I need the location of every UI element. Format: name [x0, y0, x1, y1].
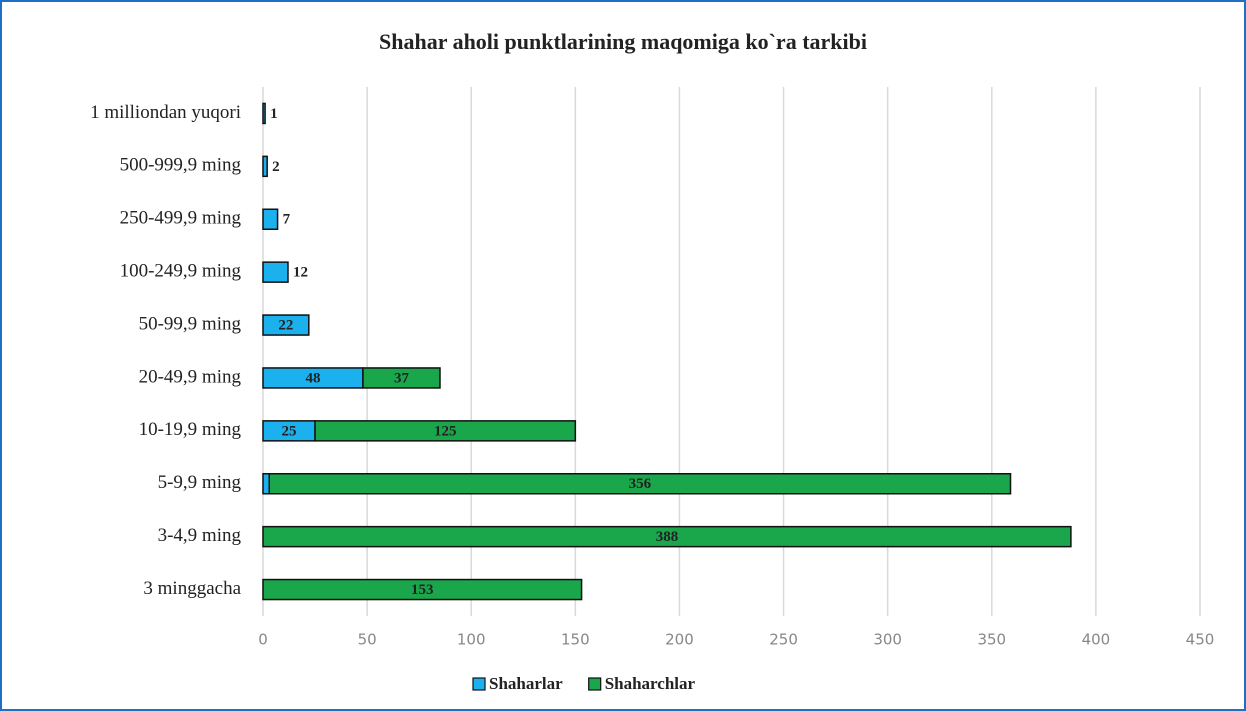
- y-tick-label: 1 milliondan yuqori: [90, 102, 241, 123]
- y-tick-label: 20-49,9 ming: [139, 366, 242, 387]
- value-label: 1: [270, 106, 278, 122]
- bar-segment: [262, 578, 583, 601]
- value-label: 2: [272, 159, 280, 175]
- x-tick-label: 100: [457, 631, 486, 649]
- y-tick-label: 500-999,9 ming: [120, 155, 242, 176]
- y-tick-label: 3 minggacha: [143, 578, 241, 599]
- value-label: 388: [656, 529, 679, 545]
- value-label: 125: [434, 423, 457, 439]
- x-tick-label: 250: [769, 631, 798, 649]
- legend-swatch: [588, 677, 602, 691]
- y-tick-label: 100-249,9 ming: [120, 261, 242, 282]
- x-tick-label: 150: [561, 631, 590, 649]
- bar-segment: [362, 367, 441, 389]
- legend-label: Shaharlar: [489, 674, 563, 693]
- y-tick-label: 250-499,9 ming: [120, 208, 242, 229]
- bar-segment: [262, 102, 266, 125]
- value-label: 356: [629, 476, 652, 492]
- value-label: 48: [305, 370, 320, 386]
- value-label: 153: [411, 582, 434, 598]
- bar-segment: [268, 473, 1012, 495]
- bar-segment: [262, 473, 270, 495]
- x-tick-label: 0: [258, 631, 268, 649]
- y-tick-label: 10-19,9 ming: [139, 419, 242, 440]
- y-tick-label: 3-4,9 ming: [158, 525, 242, 546]
- value-label: 12: [293, 265, 308, 281]
- bar-segment: [262, 155, 268, 178]
- bar-segment: [262, 261, 289, 283]
- x-tick-label: 400: [1082, 631, 1111, 649]
- y-tick-label: 50-99,9 ming: [139, 313, 242, 334]
- chart-title: Shahar aholi punktlarining maqomiga ko`r…: [379, 29, 867, 54]
- bar-segment: [262, 525, 1072, 548]
- bar-segment: [262, 314, 310, 336]
- value-label: 22: [278, 317, 293, 333]
- bar-segment: [314, 420, 577, 442]
- value-label: 37: [394, 370, 410, 386]
- legend-swatch: [472, 677, 486, 691]
- value-label: 25: [282, 423, 297, 439]
- y-tick-label: 5-9,9 ming: [158, 472, 242, 493]
- legend-label: Shaharchlar: [605, 674, 696, 693]
- bar-segment: [262, 208, 279, 230]
- x-tick-label: 450: [1186, 631, 1215, 649]
- x-tick-label: 350: [977, 631, 1006, 649]
- value-label: 7: [283, 212, 291, 228]
- x-tick-label: 300: [873, 631, 902, 649]
- x-tick-label: 50: [358, 631, 377, 649]
- x-tick-label: 200: [665, 631, 694, 649]
